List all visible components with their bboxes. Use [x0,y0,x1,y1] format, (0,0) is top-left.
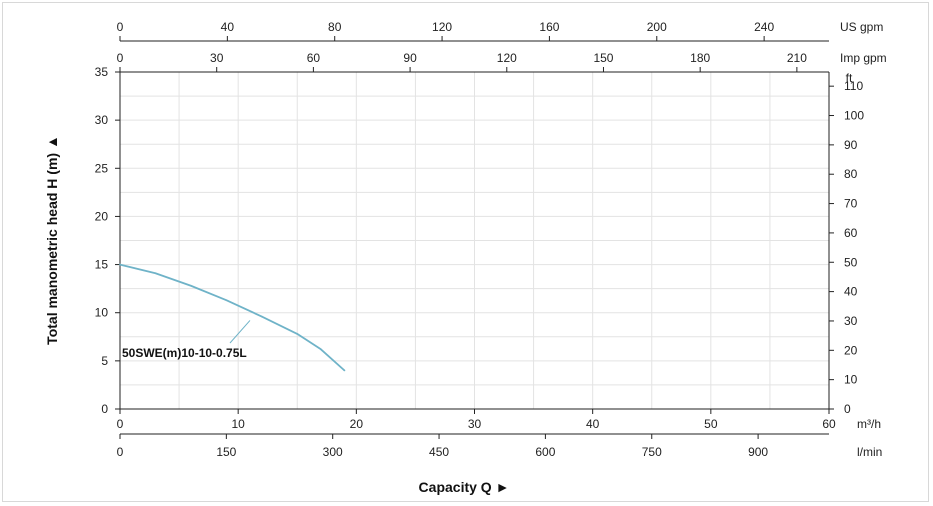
lmin-unit-label: l/min [857,445,882,459]
ft-tick-label: 0 [844,402,851,416]
ft-tick-label: 10 [844,373,858,387]
usgpm-unit-label: US gpm [840,20,883,34]
lmin-tick-label: 300 [323,445,343,459]
x-tick-label: 10 [231,417,245,431]
usgpm-tick-label: 240 [754,20,774,34]
impgpm-tick-label: 60 [307,51,321,65]
impgpm-unit-label: Imp gpm [840,51,887,65]
series-leader-line [229,320,251,344]
impgpm-tick-label: 180 [690,51,710,65]
ft-tick-label: 90 [844,138,858,152]
ft-tick-label: 70 [844,197,858,211]
ft-tick-label: 80 [844,167,858,181]
series-point [119,263,121,266]
impgpm-tick-label: 150 [593,51,613,65]
ft-tick-label: 20 [844,343,858,357]
grid-lines [120,72,829,409]
lmin-tick-label: 900 [748,445,768,459]
y-tick-label: 5 [101,354,108,368]
y-tick-label: 10 [95,306,109,320]
ft-unit-label: ft [846,71,853,85]
x-tick-label: 20 [350,417,364,431]
x-axis-title: Capacity Q ► [419,479,510,495]
ft-tick-label: 110 [844,79,863,93]
ft-tick-label: 60 [844,226,858,240]
ft-tick-label: 30 [844,314,858,328]
series-point [296,333,299,335]
impgpm-tick-label: 0 [117,51,124,65]
usgpm-tick-label: 120 [432,20,452,34]
x-tick-label: 40 [586,417,600,431]
series-line [119,263,346,372]
y-axis-title: Total manometric head H (m) ▲ [44,135,60,345]
ft-tick-label: 50 [844,255,858,269]
y-tick-label: 30 [95,113,109,127]
y-tick-label: 15 [95,258,109,272]
usgpm-tick-label: 200 [647,20,667,34]
lmin-tick-label: 750 [642,445,662,459]
ft-tick-label: 40 [844,285,858,299]
usgpm-tick-label: 80 [328,20,342,34]
x-tick-label: 60 [822,417,836,431]
series-point [261,315,263,318]
series-point [320,348,322,351]
impgpm-tick-label: 120 [497,51,517,65]
x-tick-label: 0 [117,417,124,431]
usgpm-tick-label: 0 [117,20,124,34]
y-tick-label: 35 [95,65,109,79]
series-label: 50SWE(m)10-10-0.75L [122,346,247,360]
impgpm-tick-label: 30 [210,51,224,65]
y-tick-label: 25 [95,161,109,175]
series-point [154,272,157,275]
lmin-tick-label: 0 [117,445,124,459]
y-tick-label: 20 [95,209,109,223]
y-tick-label: 0 [101,402,108,416]
lmin-tick-label: 450 [429,445,449,459]
ft-tick-label: 100 [844,109,864,123]
usgpm-tick-label: 40 [221,20,235,34]
series [119,263,346,372]
usgpm-tick-label: 160 [539,20,559,34]
series-point [343,369,346,372]
series-point [225,299,228,301]
series-point [190,284,192,287]
impgpm-tick-label: 90 [403,51,417,65]
x-tick-label: 30 [468,417,482,431]
impgpm-tick-label: 210 [787,51,807,65]
x-unit-label: m³/h [857,417,881,431]
lmin-tick-label: 600 [535,445,555,459]
axes [115,36,834,439]
lmin-tick-label: 150 [216,445,236,459]
x-tick-label: 50 [704,417,718,431]
